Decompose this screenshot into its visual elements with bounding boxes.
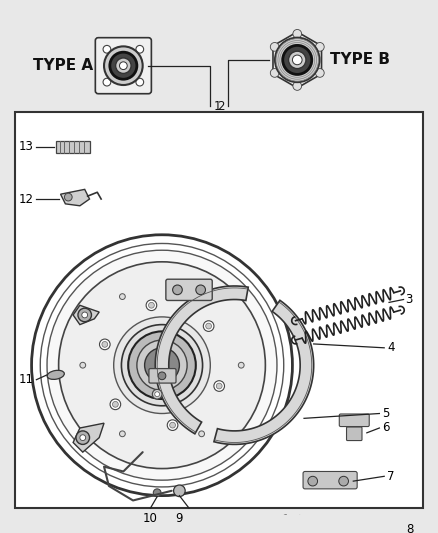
Circle shape bbox=[120, 431, 125, 437]
Text: 8: 8 bbox=[406, 523, 414, 533]
FancyBboxPatch shape bbox=[15, 112, 423, 508]
Polygon shape bbox=[60, 189, 89, 206]
Circle shape bbox=[99, 339, 110, 350]
Polygon shape bbox=[214, 300, 314, 445]
Circle shape bbox=[203, 321, 214, 332]
Circle shape bbox=[170, 422, 176, 428]
Circle shape bbox=[128, 332, 196, 399]
Circle shape bbox=[146, 300, 157, 311]
FancyBboxPatch shape bbox=[149, 369, 176, 383]
Circle shape bbox=[76, 431, 89, 445]
Circle shape bbox=[315, 43, 324, 51]
Circle shape bbox=[173, 285, 182, 295]
Circle shape bbox=[78, 308, 92, 322]
Circle shape bbox=[167, 420, 178, 431]
Circle shape bbox=[283, 45, 312, 75]
Circle shape bbox=[270, 69, 279, 77]
FancyBboxPatch shape bbox=[346, 427, 362, 441]
Circle shape bbox=[315, 69, 324, 77]
Circle shape bbox=[199, 431, 205, 437]
Circle shape bbox=[102, 342, 108, 348]
Circle shape bbox=[196, 285, 205, 295]
Circle shape bbox=[80, 435, 86, 441]
Text: 4: 4 bbox=[387, 341, 395, 354]
Circle shape bbox=[270, 43, 279, 51]
Circle shape bbox=[173, 485, 185, 497]
Circle shape bbox=[293, 82, 302, 90]
Text: TYPE B: TYPE B bbox=[330, 52, 390, 67]
FancyBboxPatch shape bbox=[303, 472, 357, 489]
Circle shape bbox=[238, 362, 244, 368]
Circle shape bbox=[113, 401, 118, 407]
Circle shape bbox=[116, 58, 131, 74]
Text: 10: 10 bbox=[143, 512, 158, 525]
Text: 12: 12 bbox=[18, 192, 33, 206]
Polygon shape bbox=[155, 286, 248, 434]
Circle shape bbox=[114, 317, 210, 414]
Circle shape bbox=[293, 29, 302, 38]
Circle shape bbox=[289, 51, 306, 69]
Text: 6: 6 bbox=[382, 422, 390, 434]
Circle shape bbox=[136, 78, 144, 86]
Text: 9: 9 bbox=[176, 512, 183, 525]
Circle shape bbox=[104, 46, 143, 85]
Circle shape bbox=[216, 383, 222, 389]
Circle shape bbox=[214, 381, 225, 391]
Polygon shape bbox=[73, 423, 104, 452]
FancyBboxPatch shape bbox=[166, 279, 212, 301]
Circle shape bbox=[199, 294, 205, 300]
FancyBboxPatch shape bbox=[339, 414, 369, 426]
Ellipse shape bbox=[47, 370, 64, 379]
Circle shape bbox=[137, 340, 187, 390]
Circle shape bbox=[206, 323, 212, 329]
Text: 13: 13 bbox=[19, 140, 33, 154]
Circle shape bbox=[64, 193, 72, 201]
Circle shape bbox=[152, 389, 162, 399]
Text: 11: 11 bbox=[18, 373, 33, 386]
Circle shape bbox=[275, 38, 319, 82]
FancyBboxPatch shape bbox=[95, 38, 152, 94]
Circle shape bbox=[82, 312, 88, 318]
Circle shape bbox=[121, 325, 203, 406]
Circle shape bbox=[158, 372, 166, 379]
Text: TYPE A: TYPE A bbox=[33, 58, 93, 73]
Circle shape bbox=[103, 45, 111, 53]
Text: 3: 3 bbox=[406, 293, 413, 306]
Circle shape bbox=[110, 52, 137, 79]
Text: 1: 1 bbox=[213, 100, 221, 113]
Circle shape bbox=[59, 262, 265, 469]
Circle shape bbox=[339, 477, 349, 486]
Circle shape bbox=[308, 477, 318, 486]
Circle shape bbox=[155, 392, 159, 397]
Text: 2: 2 bbox=[217, 100, 225, 113]
Circle shape bbox=[110, 399, 121, 410]
Circle shape bbox=[120, 62, 127, 70]
Circle shape bbox=[153, 489, 161, 497]
Circle shape bbox=[120, 294, 125, 300]
FancyBboxPatch shape bbox=[56, 141, 89, 152]
Circle shape bbox=[148, 302, 154, 308]
Circle shape bbox=[80, 362, 86, 368]
Polygon shape bbox=[273, 32, 321, 88]
Circle shape bbox=[47, 250, 277, 480]
Circle shape bbox=[293, 55, 302, 64]
Circle shape bbox=[103, 78, 111, 86]
Text: 5: 5 bbox=[382, 407, 390, 420]
Circle shape bbox=[145, 348, 180, 383]
Text: 7: 7 bbox=[387, 470, 395, 483]
Circle shape bbox=[136, 45, 144, 53]
Polygon shape bbox=[73, 305, 99, 325]
